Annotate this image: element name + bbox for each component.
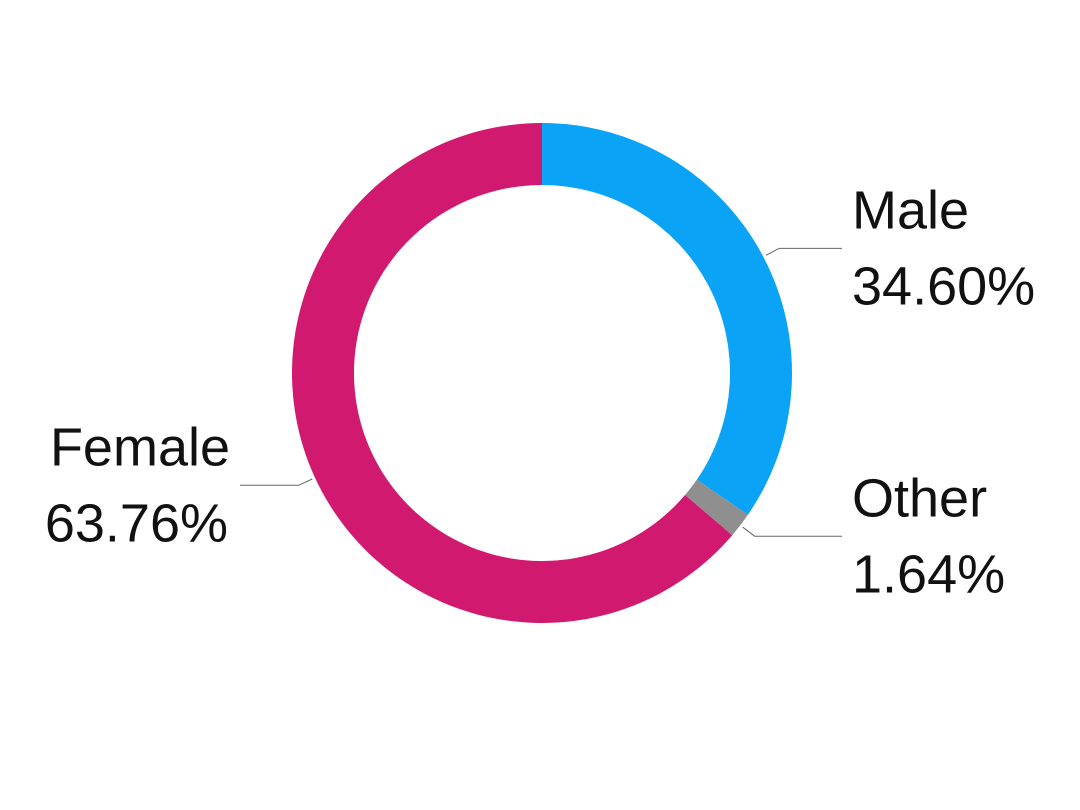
leader-line [742, 526, 842, 537]
donut-segment [292, 123, 733, 623]
segment-label: Male [852, 181, 969, 241]
segment-label: Female [50, 418, 230, 478]
segment-label: Other [852, 468, 987, 528]
segment-value-label: 1.64% [852, 544, 1005, 604]
segment-value-label: 63.76% [45, 494, 228, 554]
leader-line [240, 478, 313, 486]
segment-value-label: 34.60% [852, 257, 1035, 317]
leader-line [765, 247, 842, 256]
donut-segment [685, 479, 748, 536]
donut-segment [542, 123, 793, 515]
